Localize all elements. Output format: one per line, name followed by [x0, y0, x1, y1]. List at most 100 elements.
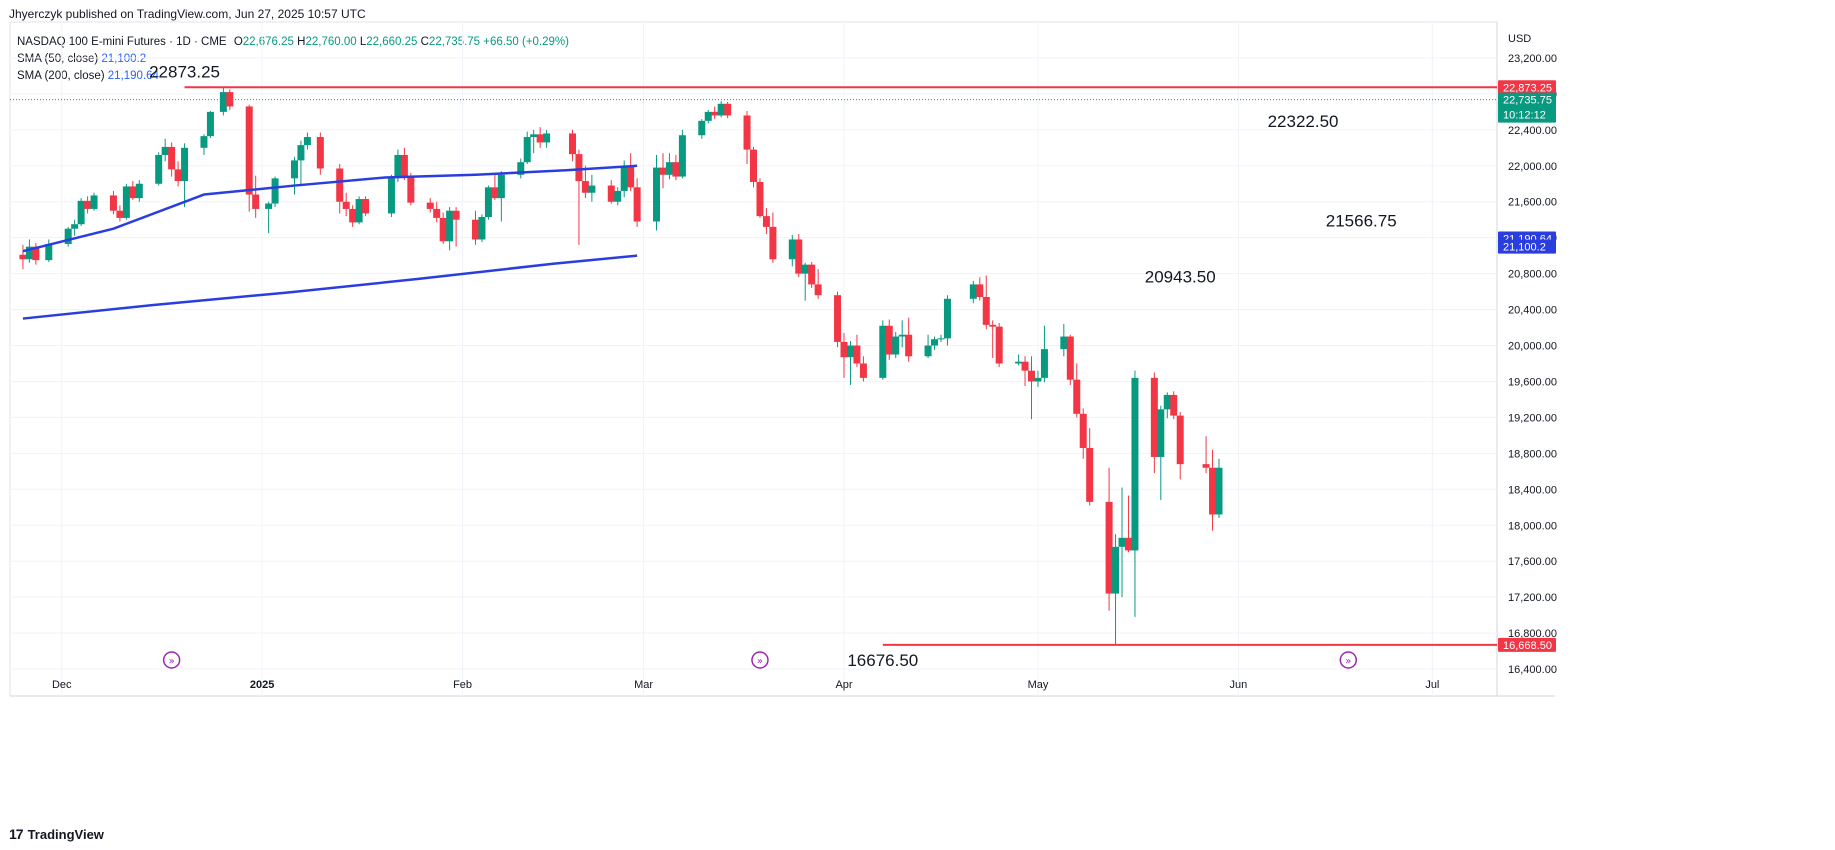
candle-body: [581, 181, 589, 193]
legend-open: 22,676.25: [242, 36, 294, 48]
legend-sma50-label: SMA (50, close): [17, 53, 99, 65]
legend-sma200-row[interactable]: SMA (200, close) 21,190.64: [17, 68, 569, 85]
candle-body: [931, 339, 939, 346]
candle-body: [45, 243, 53, 261]
y-tick-label: 23,200.00: [1508, 53, 1557, 65]
candle-body: [756, 181, 764, 217]
candle-body: [627, 165, 635, 188]
candle-body: [769, 226, 777, 260]
candle-body: [1086, 447, 1094, 502]
candle-body: [982, 296, 990, 325]
candle-body: [969, 284, 977, 299]
price-tag-label: 21,100.2: [1503, 242, 1546, 254]
x-tick-label: Feb: [453, 679, 472, 691]
candle-body: [536, 134, 544, 143]
legend-sma50-value: 21,100.2: [101, 53, 147, 65]
candle-body: [659, 167, 667, 175]
x-tick-label: Mar: [634, 679, 653, 691]
candle-body: [743, 115, 751, 150]
candle-body: [355, 199, 363, 223]
candle-body: [206, 111, 214, 137]
candle-body: [607, 185, 615, 202]
y-tick-label: 17,200.00: [1508, 592, 1557, 604]
candle-body: [1170, 394, 1178, 416]
candle-body: [116, 210, 124, 218]
y-tick-label: 22,000.00: [1508, 161, 1557, 173]
price-tag-label: 22,735.75: [1503, 95, 1552, 107]
candle-body: [1034, 377, 1042, 382]
y-tick-label: 18,800.00: [1508, 448, 1557, 460]
event-marker-icon: [1339, 651, 1358, 669]
candle-body: [801, 264, 809, 274]
candle-body: [336, 168, 344, 202]
candle-body: [846, 345, 854, 358]
candle-body: [362, 199, 370, 214]
legend-sma200-label: SMA (200, close): [17, 70, 105, 82]
candle-body: [135, 183, 143, 199]
candle-body: [394, 155, 402, 177]
event-marker-icon: [162, 651, 181, 669]
candle-body: [905, 334, 913, 357]
price-tag: [1498, 80, 1556, 95]
candle-body: [168, 146, 176, 170]
y-tick-label: 18,400.00: [1508, 484, 1557, 496]
legend-high-label: H: [297, 36, 306, 48]
candle-body: [25, 246, 33, 260]
y-tick-label: 18,000.00: [1508, 520, 1557, 532]
x-tick-label: 2025: [250, 679, 274, 691]
x-tick-label: Jul: [1425, 679, 1439, 691]
candle-body: [995, 326, 1003, 364]
candle-body: [1209, 467, 1217, 515]
legend-low-label: L: [359, 36, 367, 48]
event-marker-glyph: »: [757, 656, 763, 667]
y-tick-label: 16,400.00: [1508, 664, 1557, 676]
y-tick-label: 20,400.00: [1508, 305, 1557, 317]
candle-body: [1105, 501, 1113, 594]
event-marker-icon: [751, 651, 769, 669]
candle-body: [109, 195, 117, 211]
candle-body: [426, 202, 434, 209]
candle-body: [478, 217, 486, 240]
x-tick-label: Dec: [52, 679, 72, 691]
candle-body: [400, 155, 408, 178]
candle-body: [1112, 546, 1120, 594]
candle-body: [1176, 415, 1184, 465]
candle-body: [614, 190, 622, 202]
candle-body: [1118, 537, 1126, 547]
candle-body: [898, 334, 906, 337]
candle-body: [303, 137, 311, 146]
legend-symbol[interactable]: NASDAQ 100 E-mini Futures · 1D · CME: [17, 36, 227, 48]
candle-body: [575, 154, 583, 182]
candle-body: [90, 195, 98, 209]
footer-brand: 17 TradingView: [9, 826, 104, 842]
candle-body: [219, 92, 227, 112]
legend-sma50-row[interactable]: SMA (50, close) 21,100.2: [17, 51, 569, 68]
candle-body: [1073, 379, 1081, 414]
candle-body: [1028, 370, 1036, 382]
legend-sma200-value: 21,190.64: [107, 70, 159, 82]
candle-body: [672, 162, 680, 177]
y-tick-label: 20,000.00: [1508, 341, 1557, 353]
candle-body: [64, 228, 72, 244]
candle-body: [129, 186, 137, 199]
candle-body: [446, 210, 454, 242]
candle-body: [1079, 413, 1087, 448]
price-annotation: 16676.50: [847, 651, 918, 670]
price-annotation: 22873.25: [149, 62, 220, 81]
candle-body: [853, 345, 861, 364]
candle-body: [1215, 467, 1223, 515]
candle-body: [543, 133, 551, 143]
candle-body: [924, 345, 932, 357]
y-tick-label: 17,600.00: [1508, 556, 1557, 568]
candle-body: [698, 120, 706, 136]
candle-body: [711, 111, 719, 116]
currency-label: USD: [1508, 33, 1531, 45]
price-tag-label: 16,668.50: [1503, 640, 1552, 652]
candle-body: [1040, 349, 1048, 378]
published-by-line: Jhyerczyk published on TradingView.com, …: [9, 7, 366, 21]
candle-body: [840, 341, 848, 358]
candle-body: [653, 167, 661, 222]
candle-body: [265, 203, 273, 209]
candle-body: [290, 160, 298, 179]
